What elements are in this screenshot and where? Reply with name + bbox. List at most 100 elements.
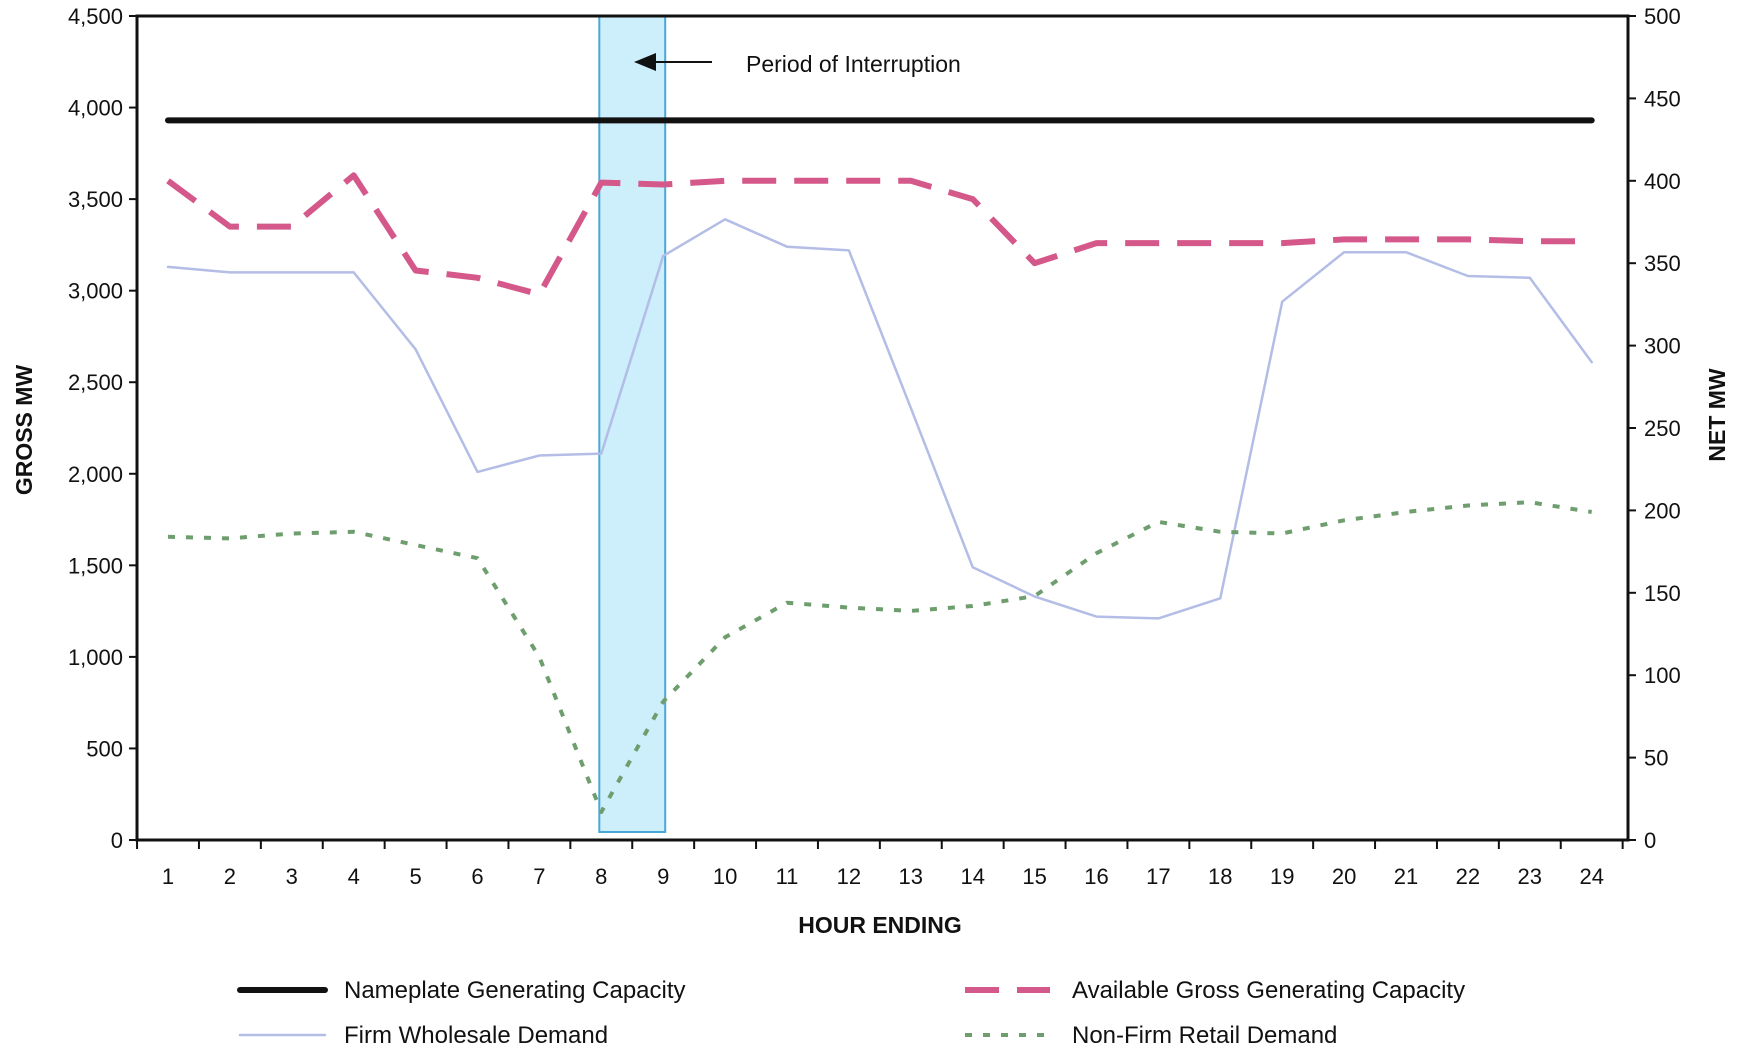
legend-label-4: Non-Firm Retail Demand [1072, 1022, 1337, 1048]
x-tick-label: 18 [1208, 864, 1232, 889]
series-4-point [661, 700, 665, 704]
series-1-point [1095, 118, 1099, 122]
series-4-point [1342, 518, 1346, 522]
series-2-point [476, 276, 480, 280]
series-1-point [1466, 118, 1470, 122]
series-2-point [847, 179, 851, 183]
series-3-point [909, 406, 913, 410]
series-4-point [1280, 532, 1284, 536]
series-1-point [290, 118, 294, 122]
y2-tick-label: 100 [1644, 663, 1681, 688]
x-tick-label: 8 [595, 864, 607, 889]
series-1-point [909, 118, 913, 122]
x-tick-label: 15 [1022, 864, 1046, 889]
y2-tick-label: 500 [1644, 4, 1681, 29]
series-line-3 [166, 218, 1593, 620]
interruption-period-band [598, 15, 667, 833]
y2-tick-label: 150 [1644, 581, 1681, 606]
series-4-point [847, 606, 851, 610]
series-1-point [1404, 118, 1408, 122]
y-tick-label: 3,500 [68, 187, 123, 212]
series-3-point [1218, 596, 1222, 600]
series-2-point [228, 225, 232, 229]
y-tick-label: 1,500 [68, 553, 123, 578]
series-4-point [476, 556, 480, 560]
series-2-point [1404, 237, 1408, 241]
series-1-point [1280, 118, 1284, 122]
series-4-point [228, 536, 232, 540]
series-4-point [1156, 520, 1160, 524]
x-tick-label: 23 [1518, 864, 1542, 889]
x-tick-label: 22 [1456, 864, 1480, 889]
x-tick-label: 7 [533, 864, 545, 889]
x-tick-label: 19 [1270, 864, 1294, 889]
y-tick-label: 1,000 [68, 645, 123, 670]
series-line-4 [167, 500, 1593, 814]
series-4-point [166, 535, 170, 539]
series-2-point [1095, 241, 1099, 245]
series-2-point [1590, 239, 1594, 243]
x-tick-label: 4 [348, 864, 360, 889]
series-2-point [1280, 241, 1284, 245]
annotation-arrowhead [634, 53, 656, 71]
x-axis-title: HOUR ENDING [798, 912, 962, 938]
series-3-point [414, 347, 418, 351]
y-tick-label: 2,500 [68, 370, 123, 395]
series-2-point [290, 225, 294, 229]
series-2-point [166, 179, 170, 183]
y2-axis-title: NET MW [1704, 368, 1730, 462]
series-4-point [971, 604, 975, 608]
y2-tick-label: 350 [1644, 251, 1681, 276]
series-3-point [599, 452, 603, 456]
series-4-point [1404, 510, 1408, 514]
series-3-point [723, 217, 727, 221]
series-3-point [228, 270, 232, 274]
series-1-point [847, 118, 851, 122]
series-3-point [290, 270, 294, 274]
series-2-point [1156, 241, 1160, 245]
x-tick-label: 21 [1394, 864, 1418, 889]
series-3-point [971, 565, 975, 569]
series-2-point [661, 183, 665, 187]
series-1-point [1590, 118, 1594, 122]
series-3-point [1095, 615, 1099, 619]
series-3-point [661, 254, 665, 258]
x-tick-label: 3 [286, 864, 298, 889]
series-1-point [599, 118, 603, 122]
plot-frame [135, 14, 1630, 842]
series-3-point [1466, 274, 1470, 278]
series-1-point [228, 118, 232, 122]
x-tick-label: 13 [899, 864, 923, 889]
y-tick-label: 3,000 [68, 279, 123, 304]
series-line-2 [166, 172, 1592, 298]
y-tick-label: 2,000 [68, 462, 123, 487]
y2-tick-label: 300 [1644, 334, 1681, 359]
y2-tick-label: 400 [1644, 169, 1681, 194]
x-tick-label: 20 [1332, 864, 1356, 889]
series-2-point [723, 179, 727, 183]
x-tick-label: 6 [471, 864, 483, 889]
x-tick-label: 12 [837, 864, 861, 889]
series-4-point [1590, 510, 1594, 514]
series-1-point [537, 118, 541, 122]
series-2-point [971, 197, 975, 201]
series-4-point [1095, 551, 1099, 555]
x-tick-label: 16 [1084, 864, 1108, 889]
series-3-point [785, 245, 789, 249]
x-tick-label: 2 [224, 864, 236, 889]
series-1-point [352, 118, 356, 122]
series-4-point [1466, 504, 1470, 508]
y-tick-label: 4,000 [68, 96, 123, 121]
series-4-point [1218, 530, 1222, 534]
x-tick-label: 17 [1146, 864, 1170, 889]
legend-label-3: Firm Wholesale Demand [344, 1022, 608, 1048]
series-3-point [476, 470, 480, 474]
series-3-point [1590, 360, 1594, 364]
x-tick-label: 11 [776, 864, 799, 889]
series-1-point [661, 118, 665, 122]
x-tick-label: 10 [713, 864, 737, 889]
y2-tick-label: 50 [1644, 746, 1668, 771]
x-tick-label: 9 [657, 864, 669, 889]
series-3-point [352, 270, 356, 274]
